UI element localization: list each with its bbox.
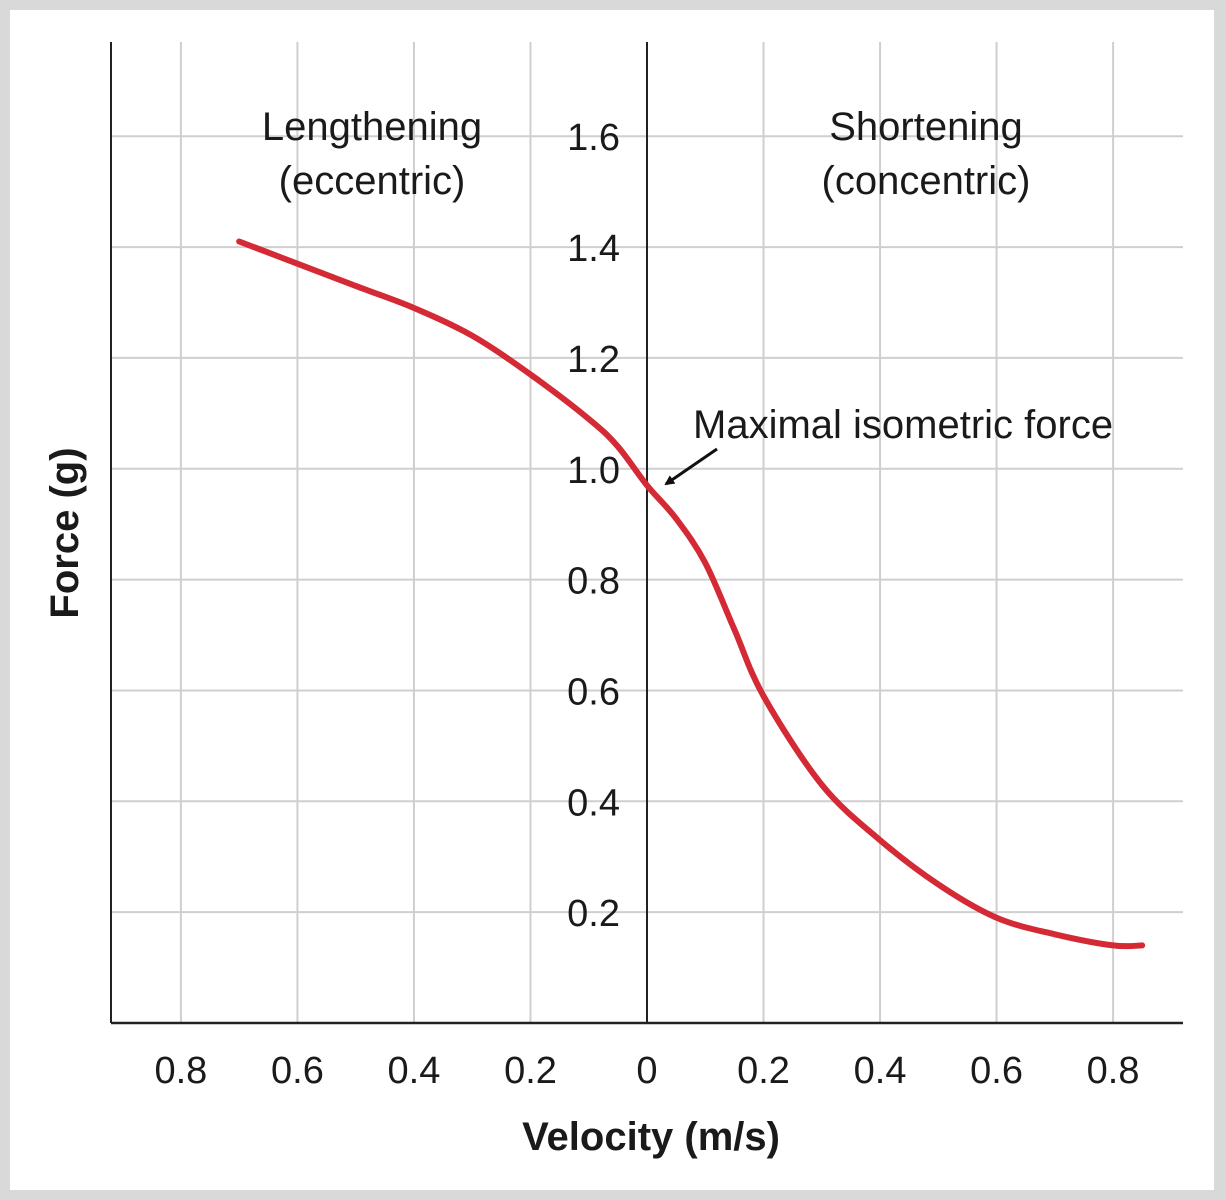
lengthening-label-line1: Lengthening — [262, 105, 482, 149]
x-tick-label: 0.6 — [970, 1050, 1023, 1092]
shortening-label-line2: (concentric) — [822, 159, 1031, 203]
axes — [110, 42, 1183, 1025]
chart-panel — [10, 10, 1214, 1190]
x-tick-label: 0.6 — [271, 1050, 324, 1092]
x-axis-title: Velocity (m/s) — [522, 1115, 780, 1159]
y-tick-label: 0.8 — [567, 561, 620, 603]
y-tick-label: 0.4 — [567, 782, 620, 824]
x-tick-label: 0 — [636, 1050, 657, 1092]
x-tick-label: 0.8 — [154, 1050, 207, 1092]
y-axis-title: Force (g) — [43, 447, 87, 618]
max-isometric-label: Maximal isometric force — [693, 403, 1113, 447]
x-tick-label: 0.2 — [504, 1050, 557, 1092]
y-tick-label: 1.2 — [567, 339, 620, 381]
x-tick-label: 0.4 — [854, 1050, 907, 1092]
y-tick-labels: 0.2 0.4 0.6 0.8 1.0 1.2 1.4 1.6 — [567, 117, 620, 935]
series-group — [236, 238, 1146, 950]
x-tick-label: 0.2 — [737, 1050, 790, 1092]
y-tick-label: 0.6 — [567, 671, 620, 713]
y-tick-label: 0.2 — [567, 893, 620, 935]
force-velocity-curve — [236, 238, 1146, 950]
x-tick-label: 0.8 — [1087, 1050, 1140, 1092]
x-tick-labels: 0.8 0.6 0.4 0.2 0 0.2 0.4 0.6 0.8 — [154, 1050, 1139, 1092]
x-tick-label: 0.4 — [388, 1050, 441, 1092]
y-tick-label: 1.6 — [567, 117, 620, 159]
lengthening-label-line2: (eccentric) — [279, 159, 466, 203]
max-isometric-arrow — [664, 447, 718, 486]
y-tick-label: 1.4 — [567, 228, 620, 270]
y-tick-label: 1.0 — [567, 450, 620, 492]
shortening-label-line1: Shortening — [829, 105, 1022, 149]
